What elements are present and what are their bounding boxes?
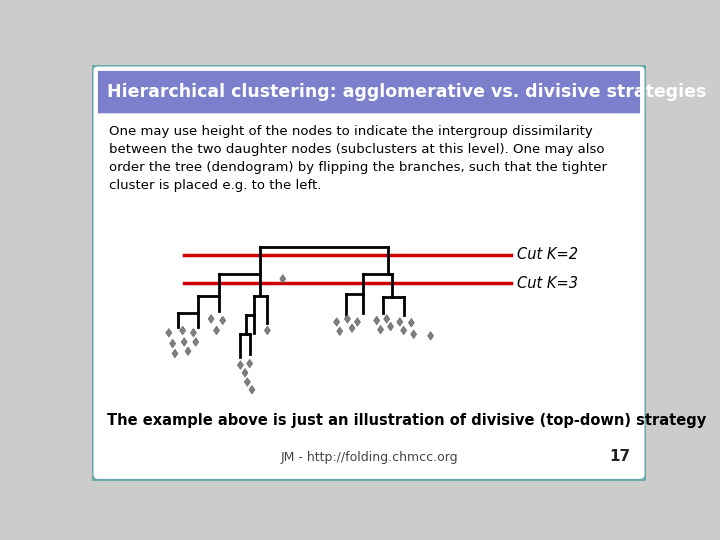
Polygon shape (384, 315, 390, 323)
Polygon shape (349, 324, 355, 333)
Polygon shape (280, 275, 286, 283)
Polygon shape (193, 338, 199, 346)
Polygon shape (337, 327, 343, 335)
Polygon shape (185, 347, 191, 355)
Polygon shape (181, 338, 187, 346)
Polygon shape (397, 318, 402, 326)
Polygon shape (344, 315, 351, 323)
FancyBboxPatch shape (92, 65, 647, 481)
Polygon shape (214, 326, 220, 335)
Bar (98, 71, 640, 113)
Polygon shape (238, 361, 243, 369)
Polygon shape (166, 328, 172, 337)
Polygon shape (264, 326, 270, 335)
Polygon shape (247, 359, 253, 368)
Polygon shape (172, 349, 178, 358)
Polygon shape (387, 322, 394, 331)
Polygon shape (377, 326, 384, 334)
Text: The example above is just an illustration of divisive (top-down) strategy: The example above is just an illustratio… (107, 413, 706, 428)
Polygon shape (170, 339, 176, 348)
Polygon shape (180, 326, 186, 335)
Text: Hierarchical clustering: agglomerative vs. divisive strategies: Hierarchical clustering: agglomerative v… (107, 83, 706, 101)
Polygon shape (410, 330, 417, 339)
Text: One may use height of the nodes to indicate the intergroup dissimilarity
between: One may use height of the nodes to indic… (109, 125, 607, 192)
Polygon shape (242, 369, 248, 377)
FancyBboxPatch shape (98, 71, 640, 113)
Polygon shape (220, 316, 225, 325)
Polygon shape (428, 332, 433, 340)
Polygon shape (333, 318, 340, 326)
Polygon shape (374, 316, 379, 325)
Text: 17: 17 (610, 449, 631, 464)
Text: JM - http://folding.chmcc.org: JM - http://folding.chmcc.org (280, 451, 458, 464)
Text: Cut K=3: Cut K=3 (517, 276, 578, 291)
Polygon shape (354, 318, 361, 326)
Polygon shape (401, 326, 407, 335)
Polygon shape (244, 378, 251, 386)
Polygon shape (208, 315, 214, 323)
Polygon shape (249, 386, 255, 394)
Text: Cut K=2: Cut K=2 (517, 247, 578, 262)
Polygon shape (408, 319, 414, 327)
Polygon shape (191, 328, 197, 337)
